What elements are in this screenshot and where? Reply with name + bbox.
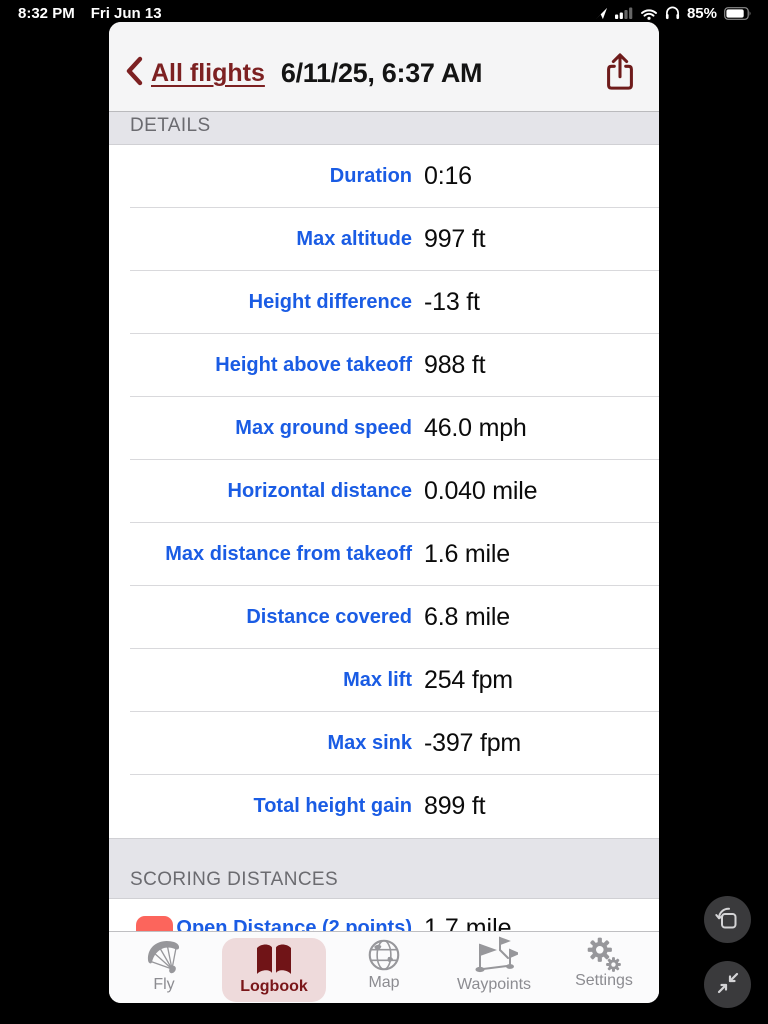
row-label: Total height gain bbox=[253, 795, 412, 817]
section-header-details: DETAILS bbox=[109, 112, 659, 145]
status-time-date: 8:32 PM Fri Jun 13 bbox=[18, 5, 162, 22]
row-value: 6.8 mile bbox=[424, 603, 510, 631]
back-button-label[interactable]: All flights bbox=[151, 59, 265, 87]
battery-icon bbox=[724, 6, 752, 20]
tab-logbook[interactable]: Logbook bbox=[219, 932, 329, 1002]
row-label: Horizontal distance bbox=[227, 480, 412, 502]
row-value: 0.040 mile bbox=[424, 477, 538, 505]
row-value: 1.6 mile bbox=[424, 540, 510, 568]
status-time: 8:32 PM bbox=[18, 4, 75, 22]
row-label: Max ground speed bbox=[235, 417, 412, 439]
table-row: Height above takeoff 988 ft bbox=[109, 334, 659, 397]
shrink-app-button[interactable] bbox=[704, 961, 751, 1008]
location-icon bbox=[595, 7, 608, 20]
share-button[interactable] bbox=[601, 50, 639, 97]
row-label: Height above takeoff bbox=[215, 354, 412, 376]
tab-label: Settings bbox=[575, 972, 633, 989]
tab-label: Map bbox=[368, 974, 400, 991]
section-header-scoring-label: SCORING DISTANCES bbox=[130, 869, 339, 890]
navigation-bar: All flights 6/11/25, 6:37 AM bbox=[109, 22, 659, 112]
gears-icon bbox=[584, 936, 624, 972]
row-value: 254 fpm bbox=[424, 666, 513, 694]
globe-icon bbox=[365, 936, 403, 974]
table-row: Max ground speed 46.0 mph bbox=[109, 397, 659, 460]
table-row: Distance covered 6.8 mile bbox=[109, 586, 659, 649]
table-row: Max distance from takeoff 1.6 mile bbox=[109, 523, 659, 586]
back-button[interactable]: All flights bbox=[123, 55, 265, 92]
row-value: 997 ft bbox=[424, 225, 486, 253]
rotate-screen-button[interactable] bbox=[704, 896, 751, 943]
row-value: 46.0 mph bbox=[424, 414, 527, 442]
tab-map[interactable]: Map bbox=[329, 932, 439, 992]
row-label: Max lift bbox=[343, 669, 412, 691]
wifi-icon bbox=[640, 7, 658, 20]
section-header-scoring: SCORING DISTANCES bbox=[109, 838, 659, 899]
row-value: -13 ft bbox=[424, 288, 480, 316]
battery-percent: 85% bbox=[686, 4, 717, 22]
row-value: 0:16 bbox=[424, 162, 472, 190]
row-label: Max sink bbox=[327, 732, 412, 754]
status-date: Fri Jun 13 bbox=[90, 4, 162, 22]
tab-label: Fly bbox=[153, 976, 175, 993]
row-label: Height difference bbox=[248, 291, 412, 313]
table-row: Max sink -397 fpm bbox=[109, 712, 659, 775]
headphones-icon bbox=[665, 6, 680, 20]
row-value: 1.7 mile bbox=[424, 914, 512, 931]
table-row: Horizontal distance 0.040 mile bbox=[109, 460, 659, 523]
row-value: -397 fpm bbox=[424, 729, 522, 757]
status-bar: 8:32 PM Fri Jun 13 bbox=[0, 0, 768, 24]
page-title: 6/11/25, 6:37 AM bbox=[280, 58, 483, 88]
scoring-row-partial: Open Distance (2 points) 1.7 mile bbox=[109, 899, 659, 931]
row-label: Max distance from takeoff bbox=[165, 543, 412, 565]
cellular-icon bbox=[614, 7, 633, 19]
row-label: Open Distance (2 points) bbox=[176, 917, 412, 931]
paraglider-icon bbox=[142, 936, 186, 976]
row-label: Max altitude bbox=[296, 228, 412, 250]
active-tab-highlight: Logbook bbox=[222, 938, 326, 1002]
table-row: Total height gain 899 ft bbox=[109, 775, 659, 838]
flags-icon bbox=[470, 936, 518, 976]
table-row: Duration 0:16 bbox=[109, 145, 659, 208]
tab-label: Waypoints bbox=[456, 976, 532, 993]
row-value: 899 ft bbox=[424, 792, 486, 820]
tab-label: Logbook bbox=[240, 978, 308, 995]
table-row: Max lift 254 fpm bbox=[109, 649, 659, 712]
table-row: Height difference -13 ft bbox=[109, 271, 659, 334]
chevron-left-icon bbox=[123, 55, 145, 92]
flight-detail-card: All flights 6/11/25, 6:37 AM DETAILS Dur… bbox=[109, 22, 659, 1003]
tab-bar: Fly Logbook bbox=[109, 931, 659, 1003]
logbook-book-icon bbox=[253, 942, 295, 978]
tab-waypoints[interactable]: Waypoints bbox=[439, 932, 549, 994]
row-label: Distance covered bbox=[246, 606, 412, 628]
row-label: Duration bbox=[329, 165, 412, 187]
section-header-details-label: DETAILS bbox=[130, 115, 211, 136]
rotate-icon bbox=[714, 905, 741, 935]
score-badge bbox=[136, 916, 173, 931]
shrink-arrows-icon bbox=[716, 971, 740, 998]
status-icons: 85% bbox=[595, 5, 752, 22]
share-icon bbox=[601, 53, 639, 97]
tab-fly[interactable]: Fly bbox=[109, 932, 219, 994]
table-row: Max altitude 997 ft bbox=[109, 208, 659, 271]
row-value: 988 ft bbox=[424, 351, 486, 379]
tab-settings[interactable]: Settings bbox=[549, 932, 659, 990]
